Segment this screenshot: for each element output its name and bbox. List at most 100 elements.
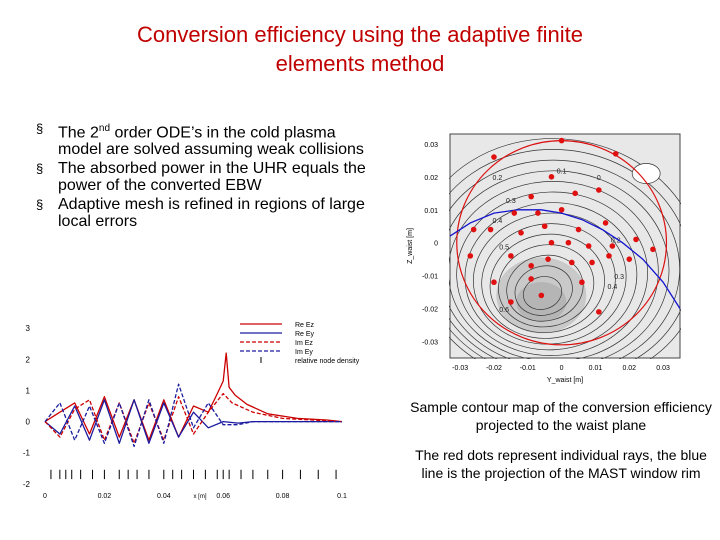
ray-dot [470, 226, 477, 233]
x-tick-label: 0 [560, 365, 564, 372]
ray-dot [579, 279, 585, 286]
y-tick-label: 3 [26, 324, 31, 333]
legend-entry: Im Ey [295, 349, 313, 356]
bullet-text-1-sup: nd [98, 123, 111, 134]
bullet-marker: § [36, 161, 44, 177]
y-tick-label: 2 [26, 355, 31, 364]
x-tick-label: 0.1 [337, 493, 347, 500]
x-axis-unit: x [m] [194, 494, 207, 500]
ray-dot [518, 230, 524, 236]
legend-entry: Re Ey [295, 331, 315, 338]
contour-value-label: 0.3 [614, 274, 624, 281]
ray-dot [491, 154, 497, 160]
ray-dot [568, 259, 575, 266]
bullet-item-3: § Adaptive mesh is refined in regions of… [36, 196, 381, 230]
contour-line [489, 233, 605, 334]
legend-entry: relative node density [295, 358, 360, 365]
bullet-item-2: § The absorbed power in the UHR equals t… [36, 160, 381, 194]
contour-map-chart: 0.1 0 0.2 0.3 0.4 0.5 0.2 0.3 0.4 0.6 0.03 0.02 0.01… [400, 128, 700, 386]
right-margin [681, 128, 700, 386]
bullet-text-3: Adaptive mesh is refined in regions of l… [58, 196, 365, 231]
y-tick-label: -1 [23, 449, 31, 458]
ray-dot [528, 193, 534, 200]
series-line-re-ey [44, 399, 342, 444]
contour-value-label: 0.2 [492, 175, 502, 182]
ray-dot [558, 206, 565, 213]
contour-value-label: 0 [597, 175, 601, 182]
y-axis-label: Z_waist [m] [407, 228, 414, 264]
x-tick-label: 0 [43, 493, 47, 500]
ray-dot [528, 276, 534, 282]
slide-title-line1: Conversion efficiency using the adaptive… [137, 22, 583, 47]
ray-dot [585, 243, 592, 249]
ray-dot [575, 226, 582, 233]
ray-dot [558, 137, 565, 144]
ray-dot [508, 299, 514, 305]
ray-dot [565, 239, 572, 246]
bullet-text-1b: order ODE’s in the cold plasma model are… [58, 124, 364, 159]
y-tick-label: 0.02 [424, 175, 438, 182]
mast-window-rim-line [449, 209, 681, 309]
legend-entry: Re Ez [295, 322, 315, 329]
ray-dot [633, 236, 639, 243]
contour-line [522, 276, 563, 310]
bottom-margin [400, 359, 700, 386]
ray-dot [511, 210, 518, 216]
ray-dot [589, 259, 595, 266]
bullet-list: § The 2nd order ODE’s in the cold plasma… [36, 120, 381, 232]
contour-line [456, 191, 648, 356]
y-tick-label: -0.01 [422, 274, 438, 281]
contour-line [498, 244, 595, 328]
x-tick-label: 0.03 [656, 365, 670, 372]
contour-value-label: 0.3 [506, 198, 516, 205]
bullet-marker: § [36, 197, 44, 213]
ray-dot [487, 226, 494, 233]
x-tick-label: -0.02 [486, 365, 502, 372]
x-tick-label: 0.02 [622, 365, 636, 372]
x-tick-label: -0.01 [520, 365, 536, 372]
contour-value-label: 0.6 [499, 307, 509, 314]
contour-value-label: 0.2 [611, 238, 621, 245]
ray-dot [538, 292, 545, 299]
y-tick-label: -0.03 [422, 340, 438, 347]
bullet-text-2: The absorbed power in the UHR equals the… [58, 160, 366, 195]
series-line-im-ey [44, 383, 342, 448]
x-axis-label: Y_waist [m] [547, 377, 583, 384]
ray-dot [548, 239, 555, 246]
contour-line [506, 254, 584, 322]
contour-plot-frame [449, 133, 681, 359]
x-tick-label: 0.04 [157, 493, 171, 500]
y-tick-label: 0.03 [424, 142, 438, 149]
caption-contour: Sample contour map of the conversion eff… [410, 399, 712, 433]
peak-efficiency-region [516, 282, 567, 322]
contour-value-label: 0.4 [492, 218, 502, 225]
ray-dot [528, 262, 534, 269]
y-tick-label: 0.01 [424, 208, 438, 215]
y-tick-label: 0 [26, 418, 31, 427]
slide-title: Conversion efficiency using the adaptive… [40, 20, 680, 78]
top-margin [400, 128, 700, 133]
caption-rays: The red dots represent individual rays, … [415, 447, 707, 481]
ray-dot [650, 246, 656, 253]
contour-line [472, 212, 627, 345]
bullet-text-1a: The 2 [58, 124, 99, 142]
bullet-item-1: § The 2nd order ODE’s in the cold plasma… [36, 120, 381, 158]
ray-dot [606, 253, 612, 259]
y-tick-label: -0.02 [422, 307, 438, 314]
x-tick-label: -0.03 [452, 365, 468, 372]
ray-dot [602, 220, 609, 226]
ray-dot [572, 190, 578, 197]
bullet-marker: § [36, 121, 44, 136]
contour-value-label: 0.4 [607, 284, 617, 291]
ray-dot [467, 253, 474, 259]
contour-line [481, 223, 616, 339]
series-line-re-ez [44, 352, 343, 441]
ray-dot [535, 210, 541, 216]
ray-dot [596, 309, 602, 315]
ray-dot [508, 253, 514, 259]
legend-entry: Im Ez [295, 340, 313, 347]
contour-value-label: 0.5 [499, 244, 509, 251]
ray-dot [596, 187, 602, 193]
ray-dot [541, 223, 548, 230]
ray-dot [609, 243, 616, 249]
